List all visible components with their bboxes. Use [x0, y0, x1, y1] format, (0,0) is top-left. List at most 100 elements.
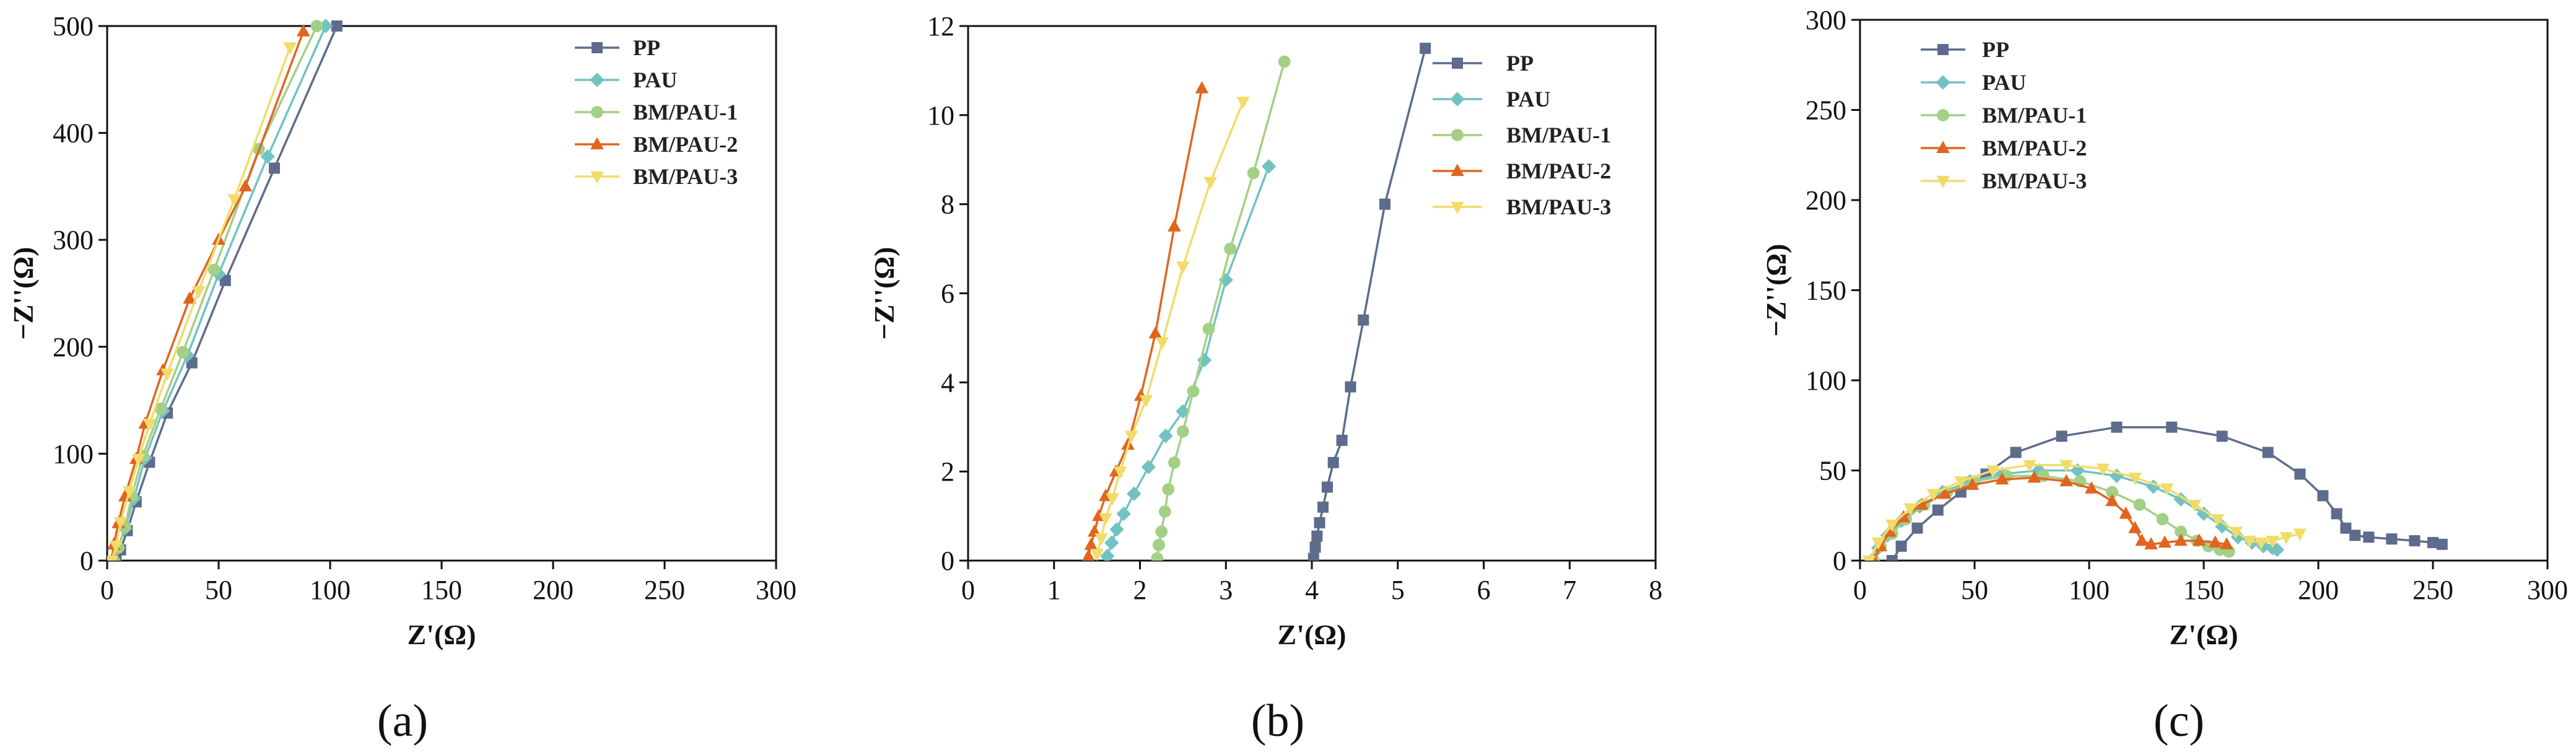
legend: PP PAU BM/PAU-1 BM/PAU-2 BM/PAU-3 [575, 35, 738, 189]
data-point [183, 291, 196, 304]
data-point [1124, 431, 1138, 444]
legend-marker [592, 42, 603, 53]
data-point [2105, 494, 2119, 507]
data-point [2220, 537, 2233, 549]
data-point [2229, 527, 2243, 540]
data-point [2128, 520, 2142, 533]
data-point [1158, 428, 1173, 444]
data-point [2070, 463, 2085, 478]
legend-marker [1451, 164, 1464, 177]
legend-marker [1936, 141, 1950, 154]
chart-panel-1: 0 50 100 150 200 250 300 0 100 200 300 400 500 Z'(Ω) −… [7, 11, 797, 746]
data-point [2317, 490, 2329, 502]
legend-label: PP [1982, 37, 2009, 62]
legend-marker [1937, 44, 1949, 55]
data-point [2254, 537, 2268, 550]
x-tick-label: 5 [1391, 575, 1405, 605]
y-tick-label: 200 [53, 332, 94, 362]
x-tick-label: 4 [1305, 575, 1319, 605]
data-point [1317, 501, 1329, 513]
data-point [2146, 479, 2161, 494]
x-tick-label: 150 [2183, 575, 2224, 605]
data-point [2023, 460, 2037, 473]
data-point [1871, 537, 1885, 550]
data-point [1885, 519, 1899, 532]
series-pau [1100, 159, 1277, 561]
data-point [2059, 474, 2073, 487]
data-point [2427, 536, 2438, 548]
legend-label: BM/PAU-3 [1506, 195, 1611, 219]
data-point [2192, 533, 2206, 546]
y-tick-label: 300 [53, 225, 94, 255]
legend-item: PP [575, 35, 660, 60]
data-point [2156, 513, 2169, 525]
legend-marker [1451, 201, 1464, 214]
data-point [2331, 508, 2342, 520]
data-point [1986, 465, 2000, 478]
series-bm-pau-1 [1867, 470, 2235, 561]
series-bm-pau-3 [1090, 97, 1250, 561]
x-axis-title: Z'(Ω) [1278, 619, 1347, 650]
panel-label: (c) [2154, 696, 2204, 746]
series-bm-pau-1 [107, 20, 323, 561]
legend-item: BM/PAU-3 [1921, 168, 2087, 193]
legend-marker [1450, 92, 1465, 107]
data-point [1104, 535, 1119, 550]
y-tick-label: 8 [941, 190, 954, 220]
legend-label: PP [633, 35, 660, 60]
x-axis-title: Z'(Ω) [408, 619, 476, 650]
data-point [207, 263, 220, 276]
data-point [109, 540, 123, 553]
series-pp [1886, 421, 2448, 561]
chart-panel-2: 0 1 2 3 4 5 6 7 8024681012Z'(Ω)−Z''(Ω)PPPAUBM/PA… [868, 11, 1662, 746]
legend-label: PAU [1982, 70, 2026, 95]
data-point [1148, 326, 1163, 339]
legend-marker [590, 137, 604, 150]
data-point [1116, 506, 1131, 522]
legend-item: BM/PAU-1 [1921, 103, 2087, 128]
data-point [131, 453, 146, 466]
series-bm-pau-2 [1869, 470, 2233, 561]
data-point [1113, 466, 1127, 479]
data-point [1308, 553, 1319, 561]
data-point [1094, 533, 1108, 546]
x-tick-label: 7 [1563, 575, 1576, 605]
y-tick-label: 50 [1819, 456, 1846, 486]
data-point [1176, 261, 1190, 274]
data-point [331, 20, 343, 32]
data-point [1915, 497, 1929, 510]
data-point [2262, 447, 2274, 458]
data-point [1903, 503, 1918, 516]
data-point [1141, 460, 1156, 474]
data-point [2230, 530, 2246, 544]
y-tick-label: 150 [1805, 276, 1846, 306]
data-point [113, 517, 128, 530]
data-point [1336, 434, 1348, 446]
data-point [1886, 555, 1898, 561]
data-point [2216, 431, 2228, 442]
x-tick-label: 50 [205, 575, 232, 605]
y-tick-label: 100 [53, 439, 94, 469]
data-point [2160, 483, 2174, 496]
data-point [2119, 506, 2133, 519]
x-axis-title: Z'(Ω) [2170, 619, 2238, 650]
data-point [2111, 421, 2123, 433]
data-point [2133, 498, 2146, 511]
data-point [2166, 421, 2178, 433]
legend-item: PAU [1433, 87, 1550, 111]
x-tick-label: 8 [1649, 575, 1662, 605]
legend-marker [1937, 109, 1949, 121]
data-point [1176, 404, 1190, 419]
y-tick-label: 0 [80, 546, 94, 576]
legend-marker [1451, 129, 1464, 141]
y-tick-label: 200 [1805, 185, 1846, 216]
series-bm-pau-3 [1862, 460, 2307, 561]
legend-item: BM/PAU-1 [1433, 123, 1611, 147]
data-point [238, 179, 252, 191]
x-tick-label: 150 [421, 575, 462, 605]
data-point [1311, 530, 1323, 542]
data-point [2279, 532, 2293, 544]
series-line-bm-pau-2 [110, 30, 305, 561]
data-point [227, 194, 241, 207]
